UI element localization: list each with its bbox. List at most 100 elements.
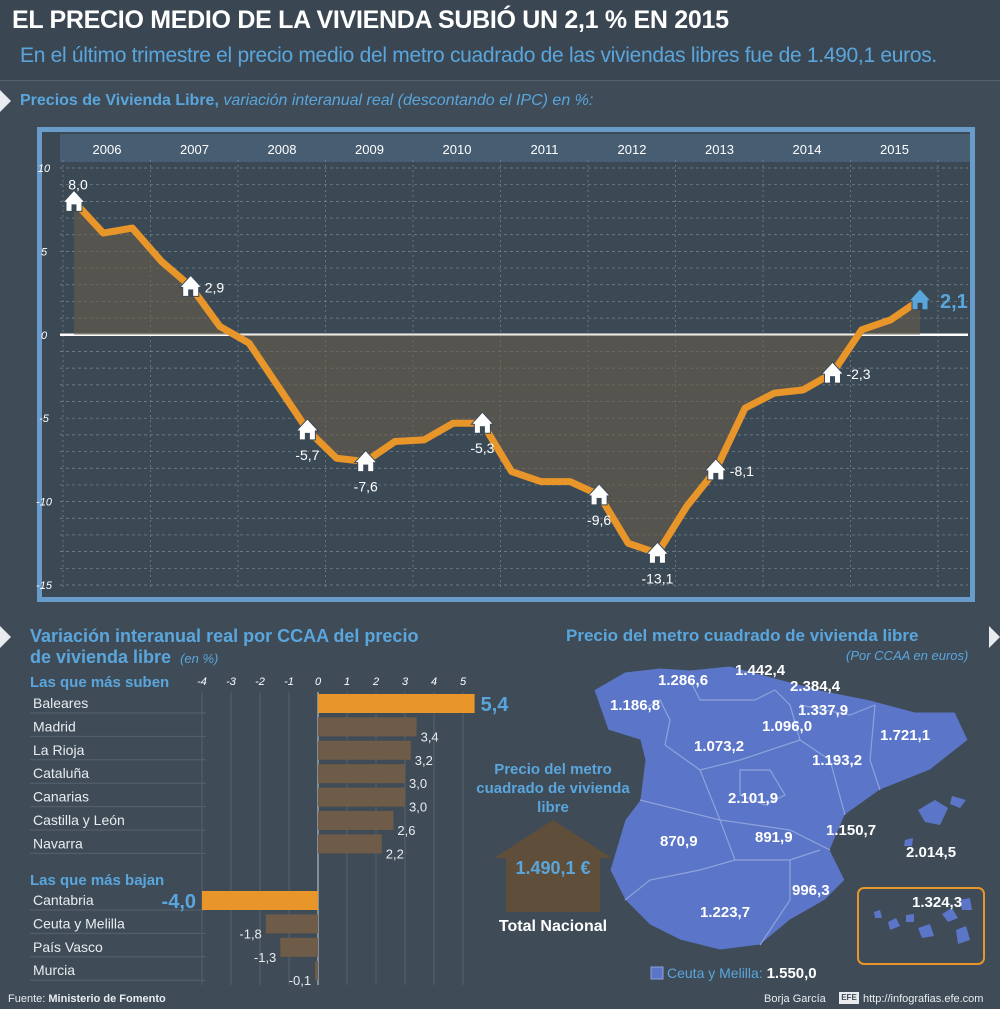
house-door: [188, 289, 194, 297]
y-tick-label: 5: [41, 246, 48, 258]
x-tick-label: -1: [284, 676, 294, 688]
line-chart-points: 8,0 2,9 -5,7 -7,6 -5,3 -9,6 -13,1 -8,1 -2,3 2,1: [61, 176, 968, 586]
map-region-value: 1.337,9: [798, 702, 849, 719]
line-section-title-text: Precios de Vivienda Libre,: [20, 92, 219, 109]
line-section-subtitle: variación interanual real (descontando e…: [223, 92, 594, 109]
y-tick-label: 0: [41, 330, 48, 342]
x-tick-label: 0: [315, 676, 322, 688]
x-tick-label: 2014: [793, 142, 822, 157]
x-tick-label: -4: [197, 676, 207, 688]
line-section-title: Precios de Vivienda Libre, variación int…: [20, 92, 593, 110]
bars-section-title: Variación interanual real por CCAA del p…: [30, 626, 418, 669]
canarias-inset: [857, 887, 985, 965]
bar: [318, 740, 411, 760]
ceuta-legend-swatch: [650, 966, 664, 980]
map-region-value: 1.073,2: [694, 738, 745, 755]
map-region-value: 870,9: [660, 833, 698, 850]
x-tick-label: 2009: [355, 142, 384, 157]
bars-title-line1: Variación interanual real por CCAA del p…: [30, 626, 419, 646]
national-caption: Precio del metro cuadrado de vivienda li…: [476, 761, 630, 816]
x-tick-label: 2012: [618, 142, 647, 157]
bar-value-label: 3,4: [421, 729, 439, 744]
point-label: 8,0: [68, 176, 88, 192]
bar: [315, 961, 318, 981]
house-marker-icon: [586, 483, 612, 506]
bar-category-label: Canarias: [33, 789, 89, 805]
x-tick-label: 2010: [443, 142, 472, 157]
line-chart-area: [74, 201, 920, 554]
house-marker-icon: [353, 449, 378, 473]
y-tick-label: 10: [38, 163, 51, 175]
bar-value-label: 3,2: [415, 753, 433, 768]
map-region-value: 1.193,2: [812, 752, 863, 769]
footer-author: Borja García: [764, 993, 826, 1005]
point-label: -7,6: [354, 479, 378, 495]
x-tick-label: 2006: [93, 142, 122, 157]
national-value: 1.490,1 €: [515, 858, 591, 878]
map-section-title: Precio del metro cuadrado de vivienda li…: [566, 626, 919, 645]
y-tick-label: -10: [36, 497, 53, 509]
bar: [318, 811, 394, 830]
footer-source: Fuente: Ministerio de Fomento: [8, 993, 166, 1005]
series-line: [70, 197, 924, 557]
bar-category-label: Baleares: [33, 695, 88, 711]
bar-chart-ticks: -4 -3 -2 -1 0 1 2 3 4 5: [197, 676, 467, 688]
line-chart-x-ticks: 2006 2007 2008 2009 2010 2011 2012 2013 2014 2015: [93, 142, 909, 157]
y-tick-label: -5: [39, 413, 50, 425]
map-section-subtitle: (Por CCAA en euros): [846, 648, 969, 663]
bar: [280, 937, 318, 957]
point-label: 2,9: [205, 279, 225, 295]
x-tick-label: 2011: [531, 142, 559, 157]
x-tick-label: -2: [255, 676, 265, 688]
house-marker-icon: [178, 274, 203, 297]
map-canarias: [874, 898, 972, 944]
bar: [318, 717, 417, 737]
house-door: [917, 302, 923, 310]
ceuta-map-label-text: Ceuta y Melilla:: [667, 965, 763, 981]
point-label: -8,1: [730, 463, 754, 479]
national-house-icon: [494, 820, 612, 912]
bar: [265, 914, 318, 934]
bar-value-label: 3,0: [409, 800, 427, 815]
map-region-borders: [624, 679, 881, 946]
house-marker-icon: [703, 458, 728, 481]
x-tick-label: 2007: [180, 142, 209, 157]
map-region-value: 1.286,6: [658, 672, 709, 689]
line-chart: 2006 2007 2008 2009 2010 2011 2012 2013 2014 2015…: [36, 134, 970, 592]
bar-value-label: -4,0: [162, 891, 196, 913]
house-door: [829, 376, 835, 384]
house-door: [713, 472, 719, 480]
section-marker: [0, 90, 11, 112]
bar-category-label: La Rioja: [33, 742, 85, 758]
falling-group-label: Las que más bajan: [30, 872, 165, 889]
x-tick-label: 2008: [268, 142, 297, 157]
x-tick-label: 1: [344, 676, 350, 688]
section-marker: [0, 626, 11, 648]
house-marker-icon: [907, 288, 933, 311]
map-baleares: [904, 796, 966, 846]
house-marker-icon: [295, 418, 320, 441]
x-tick-label: -3: [226, 676, 237, 688]
page-subtitle: En el último trimestre el precio medio d…: [20, 44, 937, 67]
y-tick-label: -15: [36, 580, 53, 592]
bar-category-label: Cantabria: [33, 892, 94, 908]
line-chart-y-ticks: 10 5 0 -5 -10 -15: [36, 163, 53, 592]
point-label: -5,7: [295, 447, 319, 463]
bar: [318, 787, 405, 807]
point-label: -9,6: [587, 512, 611, 528]
house-door: [654, 556, 660, 564]
house-marker-icon: [645, 541, 670, 564]
bar-value-label: 3,0: [409, 776, 427, 791]
point-label: -5,3: [470, 440, 494, 456]
ceuta-map-value: 1.550,0: [766, 965, 817, 982]
bar-category-label: País Vasco: [33, 939, 103, 955]
x-tick-label: 2013: [705, 142, 734, 157]
map-region-value: 1.324,3: [912, 894, 963, 911]
house-door: [304, 432, 310, 440]
footer-url[interactable]: http://infografias.efe.com: [863, 993, 984, 1005]
map-peninsula: [593, 665, 969, 951]
map-region-value: 1.721,1: [880, 727, 931, 744]
map-region-value: 1.223,7: [700, 904, 751, 921]
x-tick-label: 3: [402, 676, 409, 688]
